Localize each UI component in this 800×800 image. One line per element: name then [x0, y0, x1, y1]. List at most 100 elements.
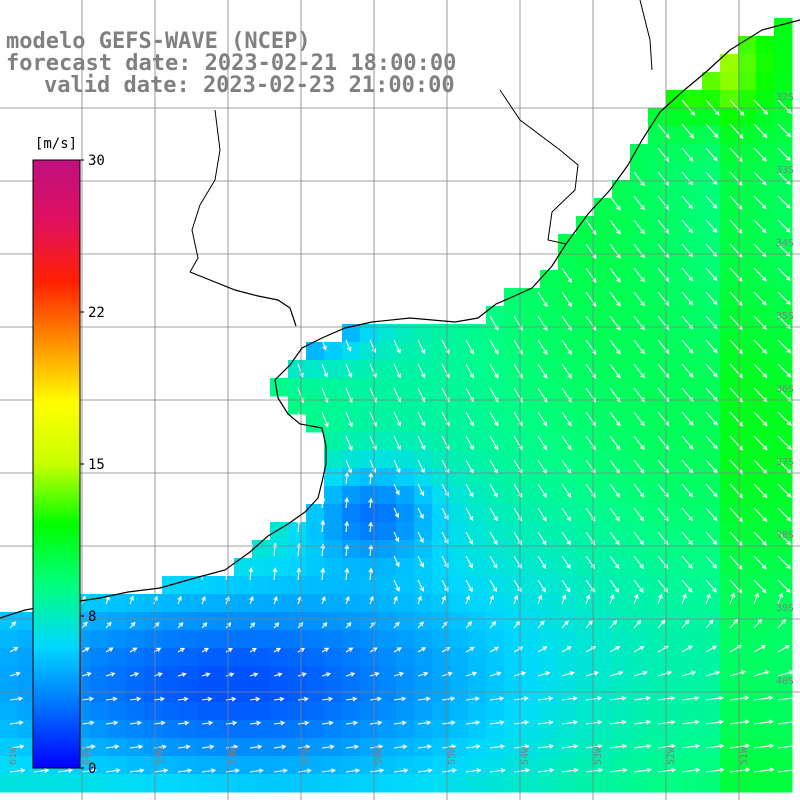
wind-speed-cell	[774, 522, 793, 541]
wind-arrow	[441, 697, 455, 701]
wind-arrow-head	[688, 492, 694, 498]
wind-speed-cell	[720, 396, 739, 415]
wind-speed-cell	[144, 594, 163, 613]
wind-arrow	[489, 769, 505, 773]
wind-arrow	[201, 648, 209, 653]
wind-arrow	[609, 579, 620, 593]
wind-arrow	[657, 769, 676, 773]
wind-arrow-head	[322, 345, 327, 351]
wind-speed-cell	[216, 702, 235, 721]
wind-arrow	[345, 698, 357, 701]
wind-speed-cell	[540, 450, 559, 469]
wind-arrow	[753, 645, 766, 653]
wind-arrow-head	[84, 647, 90, 652]
wind-arrow-head	[161, 744, 167, 750]
wind-speed-cell	[450, 504, 469, 523]
wind-speed-cell	[738, 252, 757, 271]
wind-speed-cell	[738, 144, 757, 163]
wind-arrow-head	[614, 587, 620, 593]
wind-arrow	[777, 387, 792, 402]
wind-speed-cell	[774, 36, 793, 55]
wind-speed-cell	[360, 540, 379, 559]
wind-speed-cell	[378, 738, 397, 757]
wind-arrow-head	[762, 517, 768, 522]
wind-arrow	[753, 99, 768, 115]
wind-speed-cell	[630, 306, 649, 325]
wind-arrow	[321, 673, 331, 677]
wind-arrow	[633, 243, 645, 258]
wind-arrow	[777, 579, 791, 593]
wind-arrow-head	[491, 620, 497, 626]
wind-arrow	[57, 769, 73, 773]
wind-speed-cell	[540, 414, 559, 433]
wind-speed-cell	[720, 594, 739, 613]
wind-arrow-head	[718, 719, 725, 725]
wind-speed-cell	[414, 702, 433, 721]
wind-speed-cell	[576, 288, 595, 307]
wind-speed-cell	[594, 324, 613, 343]
wind-arrow-head	[138, 744, 144, 750]
wind-arrow-head	[183, 696, 189, 702]
wind-speed-cell	[756, 216, 775, 235]
wind-speed-cell	[666, 126, 685, 145]
wind-arrow	[681, 363, 694, 378]
wind-speed-cell	[540, 738, 559, 757]
wind-arrow	[441, 387, 450, 402]
wind-arrow-head	[639, 492, 645, 498]
wind-speed-cell	[738, 360, 757, 379]
wind-arrow	[225, 673, 234, 677]
wind-speed-cell	[234, 720, 253, 739]
wind-arrow	[753, 363, 767, 378]
wind-arrow	[561, 411, 572, 426]
wind-speed-cell	[18, 774, 37, 793]
wind-speed-cell	[648, 378, 667, 397]
wind-arrow-head	[670, 695, 676, 701]
wind-speed-cell	[702, 396, 721, 415]
wind-arrow-head	[396, 348, 401, 354]
wind-arrow	[273, 698, 284, 701]
wind-speed-cell	[648, 720, 667, 739]
wind-arrow-head	[762, 300, 767, 306]
wind-speed-cell	[594, 252, 613, 271]
svg-text:58W: 58W	[228, 746, 239, 765]
wind-arrow	[753, 619, 762, 629]
wind-speed-cell	[432, 738, 451, 757]
wind-arrow	[681, 721, 699, 725]
wind-arrow-head	[594, 670, 600, 676]
wind-speed-cell	[576, 252, 595, 271]
wind-arrow	[105, 745, 119, 749]
svg-text:56W: 56W	[374, 746, 385, 765]
wind-speed-cell	[738, 162, 757, 181]
wind-arrow	[561, 459, 572, 474]
wind-speed-cell	[630, 648, 649, 667]
wind-arrow-head	[344, 521, 350, 527]
wind-speed-cell	[738, 558, 757, 577]
wind-arrow	[633, 171, 645, 186]
wind-speed-cell	[558, 648, 577, 667]
wind-arrow-head	[688, 180, 694, 186]
colorbar-unit-label: [m/s]	[35, 136, 77, 152]
wind-arrow	[585, 483, 596, 498]
wind-arrow	[345, 622, 352, 629]
wind-speed-cell	[558, 684, 577, 703]
wind-arrow-head	[640, 421, 645, 427]
wind-speed-cell	[648, 522, 667, 541]
wind-speed-cell	[450, 450, 469, 469]
wind-speed-cell	[414, 450, 433, 469]
wind-arrow	[513, 483, 523, 498]
wind-arrow-head	[713, 444, 718, 450]
wind-arrow	[537, 769, 554, 773]
wind-arrow	[273, 745, 286, 749]
wind-speed-cell	[360, 378, 379, 397]
wind-arrow	[489, 621, 496, 629]
wind-speed-cell	[198, 612, 217, 631]
wind-speed-cell	[252, 738, 271, 757]
wind-speed-cell	[342, 558, 361, 577]
wind-arrow	[9, 672, 20, 677]
wind-speed-cell	[540, 594, 559, 613]
wind-speed-cell	[558, 720, 577, 739]
wind-arrow	[753, 171, 767, 185]
wind-speed-cell	[486, 594, 505, 613]
wind-speed-cell	[432, 774, 451, 793]
wind-arrow-head	[513, 594, 519, 600]
